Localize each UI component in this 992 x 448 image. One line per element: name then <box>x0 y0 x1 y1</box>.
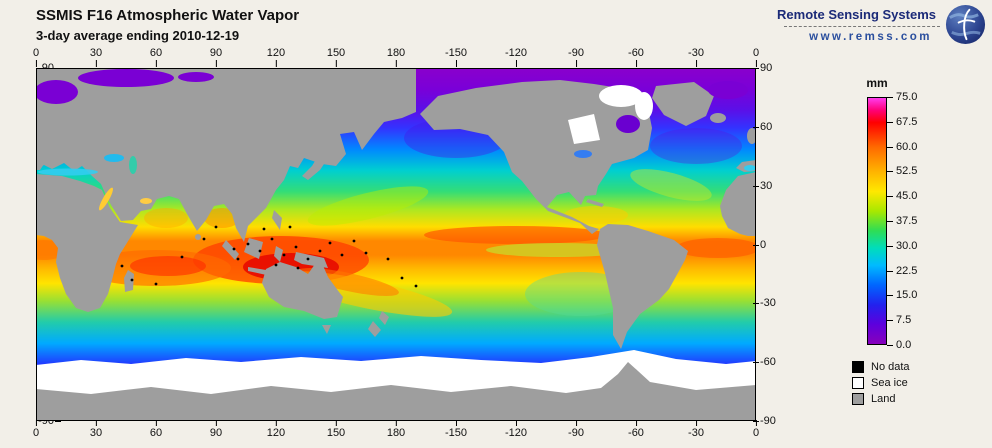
colorbar-tick-label: 75.0 <box>886 91 918 103</box>
lon-axis-top: 0 30 60 90 120 150 180 -150 -120 -90 -60… <box>32 47 760 67</box>
colorbar-tick-label: 0.0 <box>886 339 912 351</box>
lon-tick-label: 60 <box>149 420 163 439</box>
brand-divider <box>784 26 940 27</box>
lon-tick-label: 150 <box>326 47 346 67</box>
lon-tick-label: 0 <box>752 47 760 67</box>
lat-tick-label: -60 <box>753 356 784 368</box>
colorbar-tick-label: 22.5 <box>886 264 918 277</box>
lon-tick-label: -150 <box>444 420 467 439</box>
lat-tick-label: 90 <box>753 62 784 74</box>
colorbar-tick-label: 60.0 <box>886 140 918 153</box>
legend-item-sea-ice: Sea ice <box>852 375 910 391</box>
lon-axis-bottom: 0 30 60 90 120 150 180 -150 -120 -90 -60… <box>32 420 760 439</box>
lon-tick-label: 30 <box>89 47 103 67</box>
legend-item-land: Land <box>852 391 910 407</box>
lon-tick-label: 0 <box>32 420 40 439</box>
flag-legend: No data Sea ice Land <box>852 359 910 407</box>
lon-tick-label: 180 <box>386 420 406 439</box>
colorbar-tick-label: 67.5 <box>886 115 918 128</box>
world-map-graphic <box>22 68 760 421</box>
lon-tick-label: 60 <box>149 47 163 67</box>
lon-tick-label: 120 <box>266 47 286 67</box>
lon-tick-label: -120 <box>504 47 528 67</box>
legend-swatch <box>852 361 864 373</box>
lon-tick-label: -30 <box>688 47 704 67</box>
lat-tick-label: 60 <box>753 121 784 133</box>
lat-axis-left: 90 60 30 0 -30 -60 -90 <box>6 62 61 427</box>
lon-tick-label: -60 <box>628 47 644 67</box>
lon-tick-label: 90 <box>209 47 223 67</box>
map <box>22 68 760 421</box>
colorbar-gradient <box>868 98 886 344</box>
lon-tick-label: 0 <box>752 420 760 439</box>
remss-logo-icon[interactable] <box>944 3 987 46</box>
colorbar-tick-label: 7.5 <box>886 314 912 327</box>
brand-url-link[interactable]: www.remss.com <box>809 31 932 43</box>
lon-tick-label: -90 <box>568 47 584 67</box>
lat-tick-label: 30 <box>753 180 784 192</box>
lat-tick-label: -30 <box>753 297 784 309</box>
colorbar-unit: mm <box>866 76 888 90</box>
colorbar-tick-label: 45.0 <box>886 190 918 203</box>
lon-tick-label: -150 <box>444 47 467 67</box>
page-title: SSMIS F16 Atmospheric Water Vapor <box>36 7 300 24</box>
legend-label: Land <box>871 393 896 405</box>
lon-tick-label: 90 <box>209 420 223 439</box>
legend-label: No data <box>871 361 910 373</box>
colorbar-tick-label: 52.5 <box>886 165 918 178</box>
lon-tick-label: -90 <box>568 420 584 439</box>
lon-tick-label: 30 <box>89 420 103 439</box>
lon-tick-label: -30 <box>688 420 704 439</box>
legend-item-no-data: No data <box>852 359 910 375</box>
lon-tick-label: -60 <box>628 420 644 439</box>
lat-tick-label: 0 <box>753 239 784 251</box>
legend-swatch <box>852 377 864 389</box>
colorbar-labels: 75.0 67.5 60.0 52.5 45.0 37.5 30.0 22.5 … <box>886 91 940 351</box>
lat-axis-right: 90 60 30 0 -30 -60 -90 <box>753 62 784 427</box>
lat-tick-label: -90 <box>753 415 784 427</box>
colorbar-tick-label: 15.0 <box>886 289 918 302</box>
globe-graphic <box>945 4 986 45</box>
lon-tick-label: 150 <box>326 420 346 439</box>
colorbar <box>867 97 887 345</box>
legend-swatch <box>852 393 864 405</box>
colorbar-tick-label: 30.0 <box>886 239 918 252</box>
legend-label: Sea ice <box>871 377 908 389</box>
lon-tick-label: 0 <box>32 47 40 67</box>
brand-name: Remote Sensing Systems <box>777 7 936 22</box>
lon-tick-label: 120 <box>266 420 286 439</box>
lon-tick-label: -120 <box>504 420 528 439</box>
lon-tick-label: 180 <box>386 47 406 67</box>
colorbar-tick-label: 37.5 <box>886 215 918 227</box>
page-subtitle: 3-day average ending 2010-12-19 <box>36 28 240 43</box>
